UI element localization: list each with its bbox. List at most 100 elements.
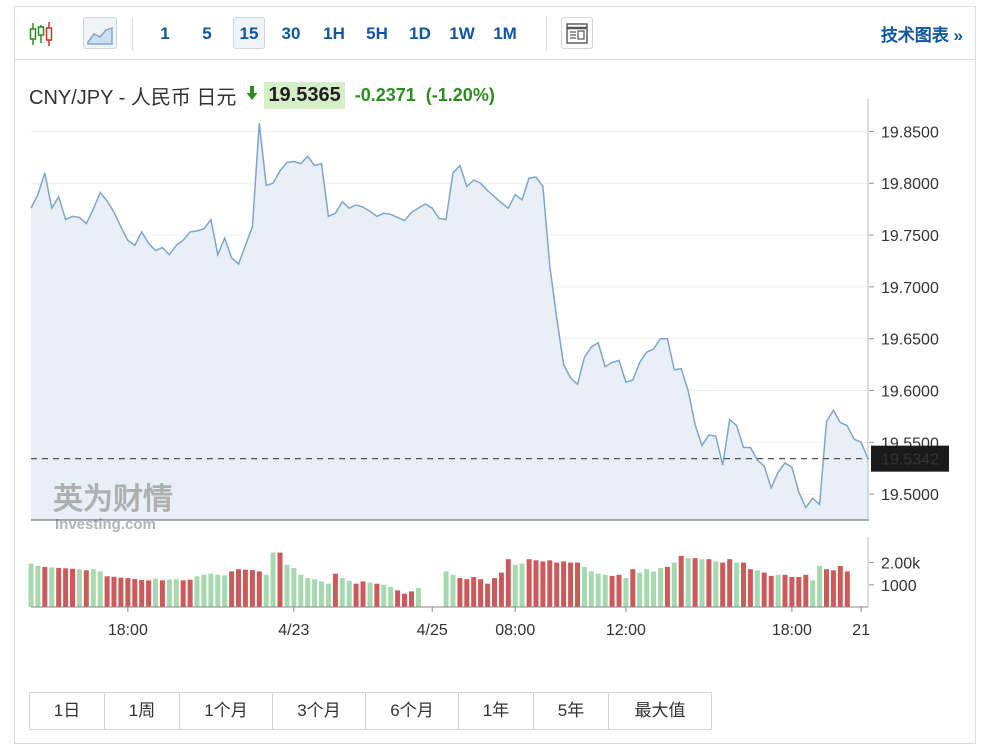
interval-30[interactable]: 30: [281, 24, 301, 43]
area-chart-icon[interactable]: [83, 17, 117, 49]
range-3m[interactable]: 3个月: [273, 693, 366, 729]
volume-bar: [844, 571, 850, 607]
range-5y[interactable]: 5年: [534, 693, 609, 729]
volume-bar: [561, 561, 567, 607]
volume-bar: [581, 567, 587, 607]
last-price: 19.5365: [264, 81, 345, 109]
range-max[interactable]: 最大值: [609, 693, 711, 729]
interval-1w[interactable]: 1W: [449, 24, 475, 43]
current-price-value: 19.5342: [881, 452, 939, 469]
volume-bar: [803, 574, 809, 607]
volume-bar: [236, 569, 241, 607]
volume-bar: [775, 574, 781, 607]
candlestick-chart-icon[interactable]: [27, 19, 57, 49]
price-chart[interactable]: 英为财情 Investing.com 19.8500 19.8000 19.7500…: [15, 7, 975, 647]
volume-bar: [754, 570, 760, 607]
volume-bar: [132, 579, 138, 607]
table-view-icon[interactable]: [561, 17, 593, 49]
volume-bar: [637, 572, 643, 607]
volume-bar: [512, 564, 518, 607]
range-1w[interactable]: 1周: [105, 693, 180, 729]
volume-bar: [692, 558, 698, 607]
volume-bar: [284, 564, 290, 607]
volume-bar: [464, 579, 470, 607]
volume-bar: [699, 559, 705, 607]
x-tick-label: 4/23: [278, 622, 309, 639]
interval-5[interactable]: 5: [202, 24, 212, 43]
volume-bar: [208, 573, 214, 607]
volume-bar: [83, 570, 89, 607]
interval-5h[interactable]: 5H: [366, 24, 388, 43]
instrument-name: CNY/JPY - 人民币 日元: [29, 86, 237, 109]
range-6m[interactable]: 6个月: [366, 693, 459, 729]
interval-1h[interactable]: 1H: [323, 24, 345, 43]
volume-bar: [146, 580, 152, 607]
volume-bar: [630, 569, 636, 607]
volume-bar: [671, 562, 677, 607]
volume-bar: [249, 570, 255, 607]
volume-bar: [49, 567, 55, 607]
volume-bar: [388, 587, 394, 607]
volume-bar: [575, 562, 580, 607]
volume-bar: [277, 552, 283, 607]
toolbar-divider: [132, 17, 133, 51]
volume-bar: [367, 582, 373, 607]
price-area-fill: [31, 123, 868, 520]
volume-bar: [540, 561, 546, 607]
volume-bar: [70, 568, 75, 607]
volume-bar: [595, 573, 601, 607]
volume-bar: [588, 571, 594, 607]
interval-15[interactable]: 15: [239, 24, 259, 43]
y-tick-label: 19.5000: [881, 487, 939, 504]
volume-bar: [159, 580, 165, 607]
range-1y[interactable]: 1年: [459, 693, 534, 729]
volume-bar: [332, 573, 338, 607]
price-change: -0.2371: [354, 84, 416, 105]
technical-chart-link[interactable]: 技术图表 »: [880, 26, 963, 45]
volume-bar: [270, 552, 276, 607]
volume-bar: [153, 578, 158, 607]
volume-bar: [298, 574, 304, 607]
volume-bar: [526, 559, 532, 607]
volume-bar: [242, 569, 248, 607]
volume-bar: [415, 588, 421, 607]
volume-bar: [305, 578, 311, 607]
volume-bar: [602, 574, 608, 607]
time-range-bar: 1日 1周 1个月 3个月 6个月 1年 5年 最大值: [29, 692, 712, 730]
volume-bar: [471, 577, 477, 607]
volume-bar: [457, 578, 463, 607]
y-tick-label: 19.6000: [881, 383, 939, 400]
volume-bar: [644, 569, 650, 607]
volume-tick-label: 1000: [881, 578, 917, 595]
interval-1m[interactable]: 1M: [493, 24, 517, 43]
volume-bar: [485, 583, 491, 607]
x-tick-label: 21: [852, 622, 870, 639]
volume-bar: [678, 555, 684, 607]
volume-bar: [720, 562, 726, 607]
range-1m[interactable]: 1个月: [180, 693, 273, 729]
volume-bar: [194, 576, 200, 607]
y-tick-label: 19.7000: [881, 280, 939, 297]
price-line: [30, 123, 869, 510]
x-tick-label: 18:00: [108, 622, 148, 639]
volume-bar: [817, 565, 823, 607]
interval-1[interactable]: 1: [160, 24, 170, 43]
volume-bar: [42, 567, 48, 607]
y-tick-label: 19.8500: [881, 124, 939, 141]
volume-bar: [734, 562, 740, 607]
volume-bar: [492, 578, 497, 607]
y-tick-label: 19.6500: [881, 332, 939, 349]
volume-bar: [768, 575, 774, 607]
watermark-cn: 英为财情: [53, 482, 173, 517]
range-1d[interactable]: 1日: [30, 693, 105, 729]
volume-bar: [685, 558, 691, 607]
volume-bar: [789, 577, 795, 607]
x-tick-label: 18:00: [772, 622, 812, 639]
volume-bar: [222, 575, 228, 607]
volume-bar: [173, 579, 179, 607]
volume-bar: [837, 565, 843, 607]
interval-1d[interactable]: 1D: [409, 24, 431, 43]
chart-toolbar: 1 5 15 30 1H 5H 1D 1W 1M 技术图表 »: [15, 7, 975, 60]
volume-bar: [166, 579, 172, 607]
volume-bar: [706, 559, 712, 607]
